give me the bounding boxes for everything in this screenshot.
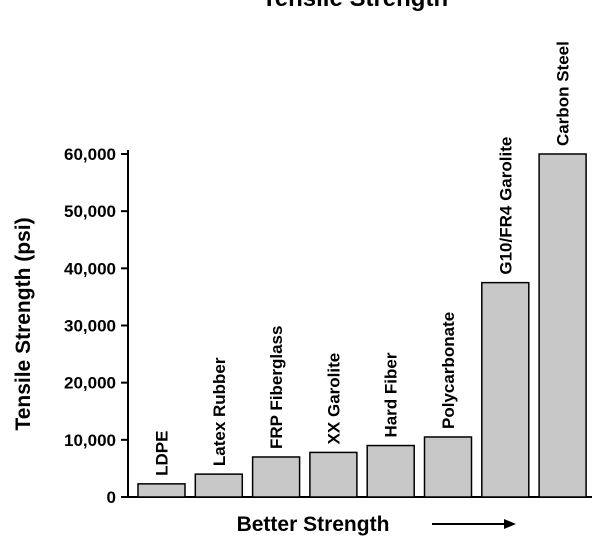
bar-xx-garolite — [309, 451, 358, 498]
x-axis-arrow — [432, 519, 516, 529]
bar-carbon-steel — [538, 153, 587, 498]
bar-label: XX Garolite — [324, 353, 343, 445]
x-axis-label: Better Strength — [237, 513, 390, 536]
y-tick-label: 50,000 — [64, 202, 116, 221]
bar-latex-rubber — [194, 473, 244, 498]
bar-hard-fiber — [366, 444, 415, 498]
bar-label: Carbon Steel — [554, 41, 573, 146]
y-tick-label: 30,000 — [64, 317, 116, 336]
bar-label: Hard Fiber — [382, 352, 401, 437]
y-tick-label: 10,000 — [64, 431, 116, 450]
bars — [137, 153, 587, 498]
bar-label: Polycarbonate — [439, 312, 458, 429]
bar-label: FRP Fiberglass — [267, 326, 286, 449]
bar-labels: LDPE Latex Rubber FRP Fiberglass XX Garolit… — [153, 41, 573, 476]
y-tick-label: 20,000 — [64, 374, 116, 393]
bar-label: Latex Rubber — [210, 357, 229, 466]
y-tick-label: 40,000 — [64, 259, 116, 278]
y-axis-label: Tensile Strength (psi) — [12, 217, 35, 430]
y-tick-label: 0 — [107, 488, 116, 507]
bar-label: G10/FR4 Garolite — [496, 137, 515, 275]
bar-polycarbonate — [423, 436, 473, 498]
bar-g10-fr4-garolite — [481, 281, 530, 498]
bar-label: LDPE — [153, 431, 172, 476]
y-ticks: 0 10,000 20,000 30,000 40,000 50,000 60,000 — [64, 145, 128, 507]
bar-ldpe — [137, 483, 186, 498]
y-tick-label: 60,000 — [64, 145, 116, 164]
chart-title: Tensile Strength — [262, 0, 448, 12]
bar-frp-fiberglass — [251, 456, 301, 498]
